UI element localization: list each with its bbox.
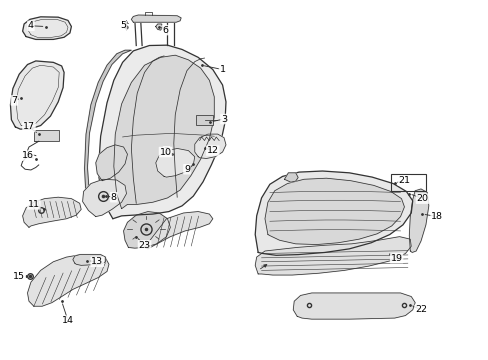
Polygon shape <box>255 171 412 255</box>
Text: 23: 23 <box>138 241 150 250</box>
Text: 11: 11 <box>28 200 40 209</box>
Polygon shape <box>84 50 131 211</box>
Text: 22: 22 <box>414 305 426 314</box>
Text: 8: 8 <box>111 193 117 202</box>
Text: 20: 20 <box>416 194 427 203</box>
Polygon shape <box>255 237 410 275</box>
Text: 19: 19 <box>390 254 402 263</box>
Text: 4: 4 <box>28 21 34 30</box>
Polygon shape <box>264 178 404 244</box>
Text: 17: 17 <box>23 122 35 131</box>
Polygon shape <box>284 173 298 182</box>
Text: 15: 15 <box>13 271 25 280</box>
Polygon shape <box>131 15 181 22</box>
Polygon shape <box>96 145 127 181</box>
Text: 5: 5 <box>121 21 126 30</box>
Text: 3: 3 <box>221 114 226 123</box>
Polygon shape <box>123 212 170 248</box>
FancyBboxPatch shape <box>195 115 213 125</box>
Text: 12: 12 <box>206 146 218 155</box>
Text: 9: 9 <box>183 165 189 174</box>
Polygon shape <box>22 17 71 40</box>
Polygon shape <box>156 148 194 177</box>
Text: 7: 7 <box>11 96 17 105</box>
Polygon shape <box>293 293 414 319</box>
Polygon shape <box>10 61 64 129</box>
Polygon shape <box>73 255 105 265</box>
Polygon shape <box>82 179 126 217</box>
Text: 6: 6 <box>162 26 168 35</box>
Text: 10: 10 <box>159 148 171 157</box>
FancyBboxPatch shape <box>34 130 59 141</box>
Polygon shape <box>22 197 81 227</box>
Polygon shape <box>144 212 212 249</box>
Text: 2: 2 <box>163 147 169 156</box>
Text: 21: 21 <box>398 176 409 185</box>
Polygon shape <box>98 45 225 219</box>
Polygon shape <box>194 134 225 158</box>
Polygon shape <box>408 189 428 252</box>
Polygon shape <box>156 24 162 30</box>
Text: 13: 13 <box>91 257 103 266</box>
Polygon shape <box>27 255 109 306</box>
Polygon shape <box>114 55 214 209</box>
Text: 18: 18 <box>430 212 442 221</box>
Text: 14: 14 <box>62 316 74 325</box>
Text: 1: 1 <box>219 65 225 74</box>
Text: 16: 16 <box>21 151 34 160</box>
